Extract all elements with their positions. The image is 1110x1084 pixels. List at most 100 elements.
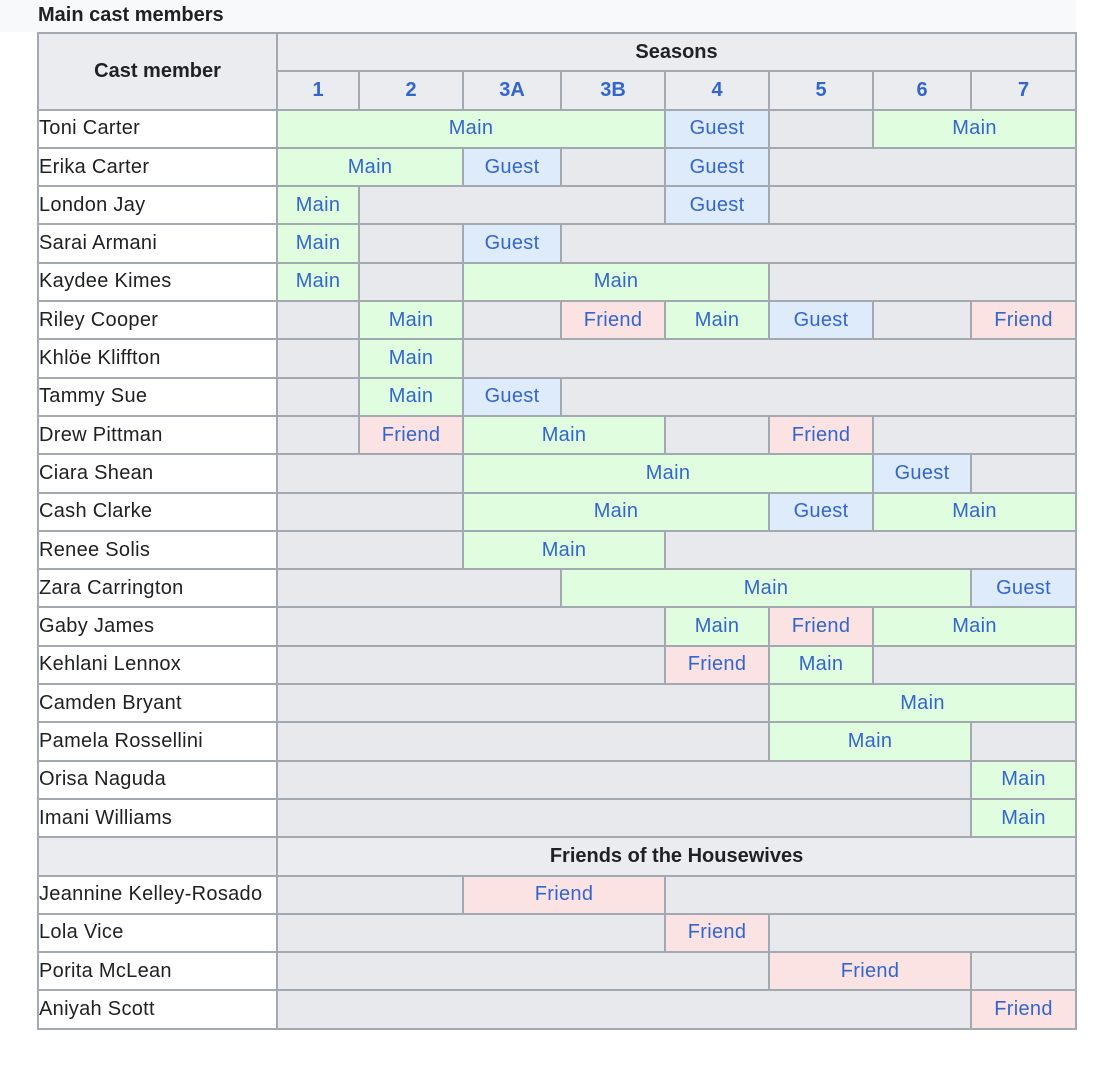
status-cell-main[interactable]: Main [767, 683, 1078, 724]
status-cell-friend[interactable]: Friend [969, 989, 1078, 1030]
status-cell-main[interactable]: Main [358, 376, 464, 417]
table-row: Imani Williams Main [37, 797, 1078, 839]
cast-member-name: Orisa Naguda [37, 759, 278, 800]
table-row: Riley Cooper Main Friend Main Guest Friend [37, 300, 1078, 341]
season-link-1[interactable]: 1 [276, 70, 360, 111]
empty-cell [969, 721, 1078, 762]
status-cell-friend[interactable]: Friend [768, 414, 874, 456]
status-cell-guest[interactable]: Guest [768, 491, 874, 532]
status-cell-friend[interactable]: Friend [358, 414, 464, 456]
status-cell-main[interactable]: Main [358, 300, 464, 341]
cast-member-name: Lola Vice [37, 912, 278, 954]
status-cell-main[interactable]: Main [664, 606, 770, 647]
status-cell-guest[interactable]: Guest [462, 376, 562, 417]
status-cell-main[interactable]: Main [276, 223, 360, 264]
cast-member-name: Sarai Armani [37, 223, 278, 264]
status-cell-main[interactable]: Main [276, 146, 464, 188]
status-cell-main[interactable]: Main [276, 185, 360, 226]
cast-member-name: Imani Williams [37, 797, 278, 839]
table-row: Aniyah Scott Friend [37, 989, 1078, 1030]
cast-member-name: Porita McLean [37, 951, 278, 992]
table-row: Ciara Shean Main Guest [37, 453, 1078, 494]
empty-cell [276, 338, 360, 379]
status-cell-guest[interactable]: Guest [462, 223, 562, 264]
empty-cell [276, 414, 360, 456]
empty-cell [767, 261, 1078, 303]
status-cell-main[interactable]: Main [462, 261, 770, 303]
status-cell-guest[interactable]: Guest [969, 568, 1078, 609]
cast-member-name: Gaby James [37, 606, 278, 647]
status-cell-main[interactable]: Main [462, 453, 874, 494]
status-cell-main[interactable]: Main [969, 759, 1078, 800]
status-cell-friend[interactable]: Friend [768, 606, 874, 647]
empty-cell [663, 874, 1078, 915]
season-link-3a[interactable]: 3A [462, 70, 562, 111]
season-link-7[interactable]: 7 [969, 70, 1078, 111]
cast-member-name: Pamela Rossellini [37, 721, 278, 762]
status-cell-friend[interactable]: Friend [560, 300, 666, 341]
status-cell-main[interactable]: Main [969, 797, 1078, 839]
empty-cell [559, 376, 1078, 417]
empty-cell [276, 989, 972, 1030]
status-cell-main[interactable]: Main [768, 721, 972, 762]
status-cell-friend[interactable]: Friend [664, 644, 770, 686]
cast-member-name: Drew Pittman [37, 414, 278, 456]
table-row: Lola Vice Friend [37, 912, 1078, 954]
status-cell-guest[interactable]: Guest [768, 300, 874, 341]
status-cell-friend[interactable]: Friend [768, 951, 972, 992]
caption-bar: Main cast members [0, 0, 1076, 32]
empty-cell [767, 912, 1078, 954]
empty-cell [276, 912, 666, 954]
season-link-5[interactable]: 5 [768, 70, 874, 111]
status-cell-main[interactable]: Main [871, 606, 1078, 647]
status-cell-guest[interactable]: Guest [664, 185, 770, 226]
status-cell-guest[interactable]: Guest [872, 453, 972, 494]
empty-cell [768, 108, 874, 149]
status-cell-main[interactable]: Main [462, 491, 770, 532]
seasons-header: Seasons [275, 31, 1078, 73]
empty-cell [872, 300, 972, 341]
status-cell-main[interactable]: Main [871, 108, 1078, 149]
season-link-6[interactable]: 6 [872, 70, 972, 111]
status-cell-main[interactable]: Main [276, 108, 666, 149]
status-cell-main[interactable]: Main [462, 529, 666, 571]
empty-cell [358, 223, 464, 264]
status-cell-main[interactable]: Main [664, 300, 770, 341]
status-cell-guest[interactable]: Guest [462, 146, 562, 188]
table-row: Camden Bryant Main [37, 683, 1078, 724]
cast-member-name: Toni Carter [37, 108, 278, 149]
empty-cell [276, 453, 464, 494]
friends-body: Jeannine Kelley-Rosado Friend Lola Vice Fri… [37, 874, 1078, 1030]
status-cell-main[interactable]: Main [462, 414, 666, 456]
status-cell-friend[interactable]: Friend [969, 300, 1078, 341]
empty-cell [664, 414, 770, 456]
status-cell-main[interactable]: Main [560, 568, 972, 609]
empty-cell [276, 759, 972, 800]
status-cell-main[interactable]: Main [358, 338, 464, 379]
empty-cell [276, 529, 464, 571]
empty-cell [559, 223, 1078, 264]
table-row: Erika Carter Main Guest Guest [37, 146, 1078, 188]
status-cell-guest[interactable]: Guest [664, 108, 770, 149]
friends-header-row: Friends of the Housewives [37, 836, 1078, 877]
season-link-4[interactable]: 4 [664, 70, 770, 111]
table-row: Orisa Naguda Main [37, 759, 1078, 800]
table-caption: Main cast members [38, 4, 224, 26]
header-row-seasons: Cast member Seasons [37, 31, 1078, 111]
cast-member-name: Camden Bryant [37, 683, 278, 724]
friends-header-blank [37, 836, 278, 877]
season-link-2[interactable]: 2 [358, 70, 464, 111]
empty-cell [767, 146, 1078, 188]
status-cell-main[interactable]: Main [871, 491, 1078, 532]
table-row: Pamela Rossellini Main [37, 721, 1078, 762]
table-row: Gaby James Main Friend Main [37, 606, 1078, 647]
status-cell-guest[interactable]: Guest [664, 146, 770, 188]
cast-member-name: Khlöe Kliffton [37, 338, 278, 379]
season-link-3b[interactable]: 3B [560, 70, 666, 111]
status-cell-main[interactable]: Main [276, 261, 360, 303]
status-cell-friend[interactable]: Friend [664, 912, 770, 954]
empty-cell [276, 797, 972, 839]
status-cell-friend[interactable]: Friend [462, 874, 666, 915]
empty-cell [767, 185, 1078, 226]
status-cell-main[interactable]: Main [768, 644, 874, 686]
